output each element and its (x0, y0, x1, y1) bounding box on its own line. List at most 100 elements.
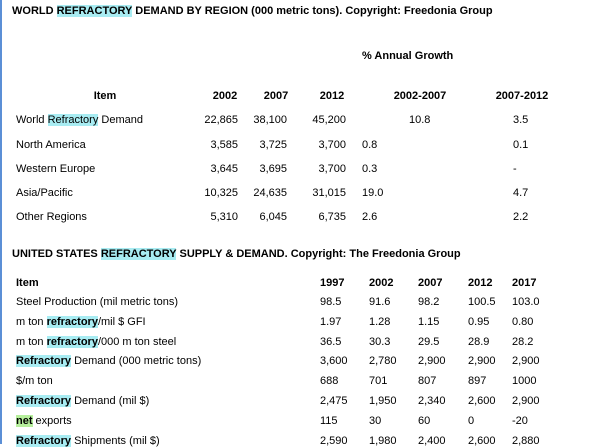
table1-title-pre: WORLD (12, 5, 57, 17)
label-pre: $/m ton (16, 375, 53, 388)
table2-title-pre: UNITED STATES (12, 248, 101, 260)
cell-2012: 0 (468, 414, 475, 427)
table2-title-highlight: REFRACTORY (100, 248, 177, 260)
cell-2002: 701 (369, 375, 388, 388)
cell-2017: 2,900 (512, 355, 540, 368)
cell-growth-1: 0.8 (362, 139, 378, 151)
cell-2012: 28.9 (468, 335, 490, 348)
cell-growth-1: 19.0 (362, 187, 384, 199)
label-highlight: net (16, 414, 33, 427)
cell-2002: 1.28 (369, 315, 391, 328)
cell-growth-2: 0.1 (513, 139, 529, 151)
cell-1997: 2,590 (320, 434, 348, 447)
cell-2007: 3,725 (259, 139, 287, 151)
cell-1997: 98.5 (320, 296, 342, 308)
cell-2007: 60 (418, 414, 431, 427)
row-label: m ton refractory/000 m ton steel (16, 335, 177, 348)
cell-2017: 2,900 (512, 395, 540, 407)
t2-header-2007: 2007 (418, 277, 443, 289)
label-post: Shipments (mil $) (71, 434, 160, 447)
cell-2002: 91.6 (369, 296, 391, 308)
t1-header-growth-2007-2012: 2007-2012 (495, 90, 549, 102)
cell-2007: 3,695 (259, 163, 287, 175)
cell-2002: 1,950 (369, 395, 397, 407)
cell-2007: 38,100 (253, 114, 287, 126)
t2-header-2017: 2017 (512, 277, 537, 289)
t1-header-2007: 2007 (263, 90, 289, 102)
t1-header-item: Item (93, 90, 117, 102)
t2-header-item: Item (16, 277, 39, 289)
cell-1997: 1.97 (320, 315, 342, 328)
t1-header-2012: 2012 (319, 90, 345, 102)
cell-growth-2: 3.5 (513, 114, 529, 126)
cell-2002: 3,585 (210, 139, 238, 151)
cell-2012: 0.95 (468, 315, 490, 328)
cell-1997: 688 (320, 375, 339, 388)
label-highlight: Refractory (16, 395, 72, 407)
cell-2012: 2,600 (468, 395, 496, 407)
t1-header-growth-2002-2007: 2002-2007 (393, 90, 447, 102)
row-label: World Refractory Demand (16, 114, 143, 126)
row-label: Refractory Demand (000 metric tons) (16, 355, 202, 368)
row-label: Refractory Demand (mil $) (16, 395, 149, 407)
label-post: Demand (000 metric tons) (71, 355, 202, 368)
cell-2017: 2,880 (512, 434, 540, 447)
cell-2012: 3,700 (318, 139, 346, 151)
cell-1997: 3,600 (320, 355, 348, 368)
row-label: Refractory Shipments (mil $) (16, 434, 160, 447)
cell-2017: 0.80 (512, 315, 534, 328)
cell-1997: 115 (320, 414, 338, 427)
label-post: /mil $ GFI (97, 315, 146, 328)
label-highlight: Refractory (16, 355, 72, 368)
cell-growth-1: 0.3 (362, 163, 378, 175)
cell-2012: 6,735 (318, 211, 346, 223)
cell-growth-2: 2.2 (513, 211, 529, 223)
left-border (0, 0, 2, 444)
t2-header-1997: 1997 (320, 277, 345, 289)
cell-2007: 24,635 (253, 187, 287, 199)
cell-1997: 2,475 (320, 395, 348, 407)
label-pre: Steel Production (mil metric tons) (16, 296, 178, 308)
cell-growth-2: 4.7 (513, 187, 529, 199)
cell-growth-2: - (513, 163, 517, 175)
row-label: m ton refractory/mil $ GFI (16, 315, 146, 328)
cell-2012: 31,015 (312, 187, 346, 199)
cell-2007: 29.5 (418, 335, 440, 348)
row-label: net exports (16, 414, 72, 427)
cell-2012: 897 (468, 375, 487, 388)
label-post: exports (32, 414, 72, 427)
cell-2012: 3,700 (318, 163, 346, 175)
row-label: $/m ton (16, 375, 53, 387)
table1-title-highlight: REFRACTORY (56, 5, 133, 17)
cell-2017: 28.2 (512, 335, 534, 348)
table1-title: WORLD REFRACTORY DEMAND BY REGION (000 m… (12, 5, 493, 17)
cell-2012: 100.5 (468, 296, 496, 308)
cell-2017: 1000 (512, 375, 537, 388)
table2-title: UNITED STATES REFRACTORY SUPPLY & DEMAND… (12, 248, 461, 260)
label-post: Demand (mil $) (71, 395, 150, 407)
cell-2017: -20 (512, 414, 528, 427)
cell-2002: 10,325 (204, 187, 238, 199)
cell-2002: 1,980 (369, 434, 397, 447)
label-post: Demand (98, 114, 143, 126)
cell-2007: 6,045 (259, 211, 287, 223)
table2-title-post: SUPPLY & DEMAND. Copyright: The Freedoni… (176, 248, 461, 260)
row-label: Steel Production (mil metric tons) (16, 296, 178, 308)
cell-2002: 30.3 (369, 335, 391, 348)
cell-2007: 2,340 (418, 395, 446, 407)
cell-2012: 45,200 (312, 114, 346, 126)
label-highlight: refractory (46, 315, 98, 328)
label-pre: m ton (16, 315, 47, 328)
cell-2007: 807 (418, 375, 437, 388)
label-highlight: Refractory (47, 114, 99, 126)
cell-growth-1: 10.8 (409, 114, 431, 126)
cell-2002: 3,645 (210, 163, 238, 175)
t1-header-2002: 2002 (212, 90, 238, 102)
cell-2002: 2,780 (369, 355, 397, 368)
row-label: Western Europe (16, 163, 96, 175)
label-post: /000 m ton steel (97, 335, 177, 348)
cell-2007: 98.2 (418, 296, 440, 308)
row-label: Asia/Pacific (16, 187, 73, 199)
cell-2002: 30 (369, 414, 382, 427)
row-label: Other Regions (16, 211, 87, 223)
